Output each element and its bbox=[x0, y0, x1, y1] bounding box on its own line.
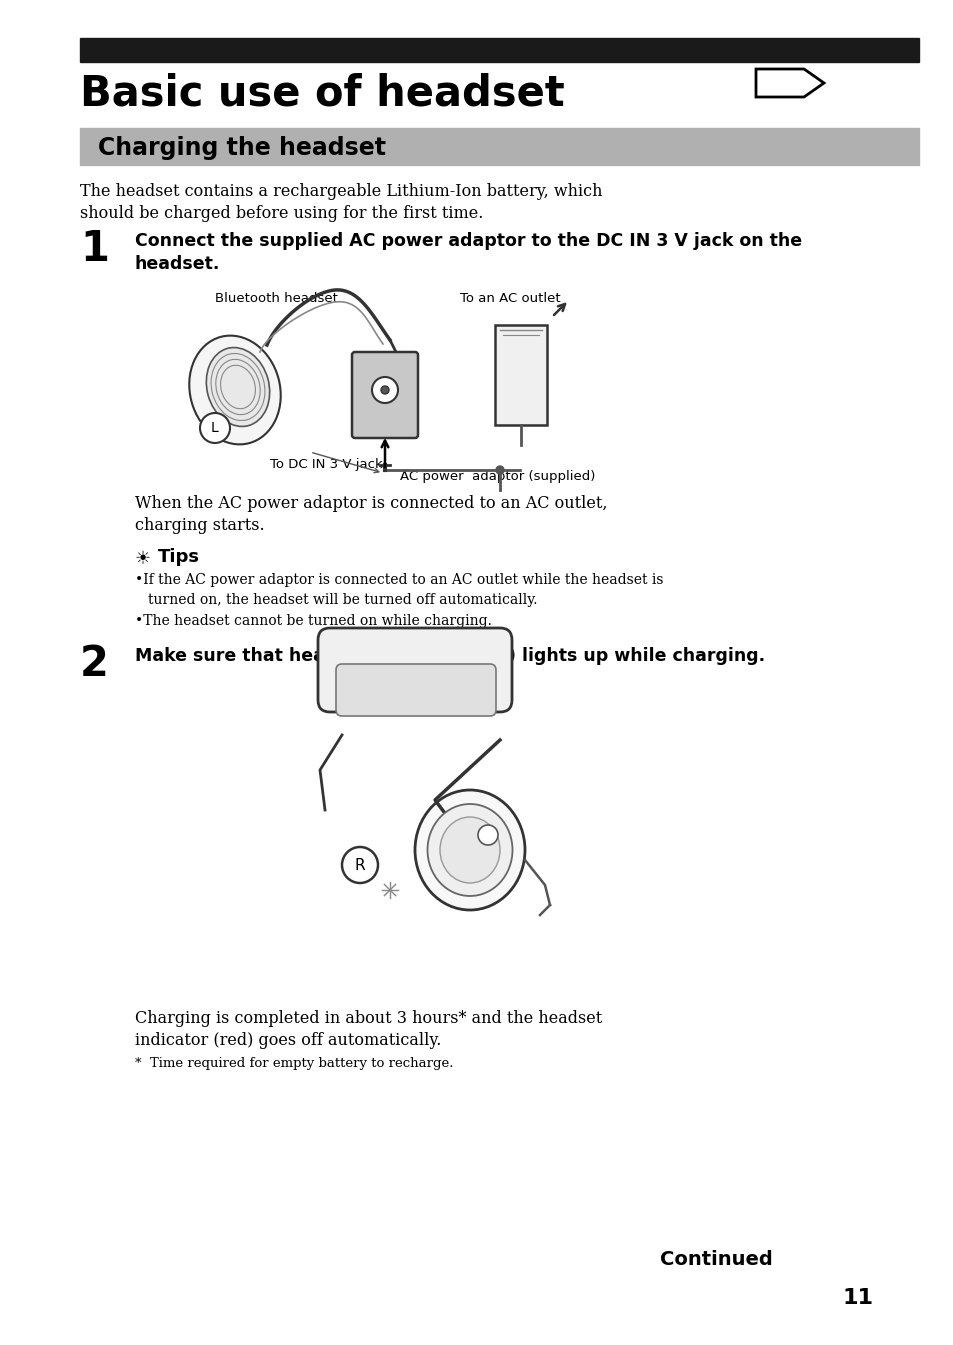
Text: R: R bbox=[355, 858, 365, 873]
Text: The headset contains a rechargeable Lithium-Ion battery, which: The headset contains a rechargeable Lith… bbox=[80, 183, 602, 200]
Circle shape bbox=[380, 386, 389, 394]
Text: 1: 1 bbox=[80, 229, 109, 270]
Text: •The headset cannot be turned on while charging.: •The headset cannot be turned on while c… bbox=[135, 615, 492, 628]
Ellipse shape bbox=[439, 816, 499, 884]
Bar bbox=[80, 38, 918, 62]
Text: Tips: Tips bbox=[158, 547, 200, 566]
FancyBboxPatch shape bbox=[317, 628, 512, 712]
Text: charging starts.: charging starts. bbox=[135, 516, 264, 534]
Text: headset.: headset. bbox=[135, 256, 220, 273]
Text: AC power  adaptor (supplied): AC power adaptor (supplied) bbox=[399, 469, 595, 483]
Bar bbox=[495, 325, 546, 425]
Circle shape bbox=[200, 413, 230, 443]
Ellipse shape bbox=[427, 804, 512, 896]
Text: Basic use of headset: Basic use of headset bbox=[80, 73, 564, 114]
Text: indicator (red) goes off automatically.: indicator (red) goes off automatically. bbox=[135, 1032, 441, 1049]
Text: Bluetooth headset: Bluetooth headset bbox=[214, 292, 337, 305]
FancyBboxPatch shape bbox=[352, 352, 417, 438]
Text: Connect the supplied AC power adaptor to the DC IN 3 V jack on the: Connect the supplied AC power adaptor to… bbox=[135, 231, 801, 250]
Bar bbox=[80, 128, 918, 165]
Text: 11: 11 bbox=[842, 1289, 873, 1307]
Text: Make sure that headset indicator (red) lights up while charging.: Make sure that headset indicator (red) l… bbox=[135, 647, 764, 664]
Text: *  Time required for empty battery to recharge.: * Time required for empty battery to rec… bbox=[135, 1057, 453, 1071]
Text: •If the AC power adaptor is connected to an AC outlet while the headset is: •If the AC power adaptor is connected to… bbox=[135, 573, 662, 586]
Text: When the AC power adaptor is connected to an AC outlet,: When the AC power adaptor is connected t… bbox=[135, 495, 607, 512]
Text: Charging the headset: Charging the headset bbox=[98, 136, 386, 160]
Ellipse shape bbox=[415, 790, 524, 911]
Ellipse shape bbox=[206, 347, 270, 426]
Text: L: L bbox=[211, 421, 218, 434]
Circle shape bbox=[477, 824, 497, 845]
Text: should be charged before using for the first time.: should be charged before using for the f… bbox=[80, 204, 483, 222]
Circle shape bbox=[341, 847, 377, 884]
Text: turned on, the headset will be turned off automatically.: turned on, the headset will be turned of… bbox=[148, 593, 537, 607]
Text: 2: 2 bbox=[80, 643, 109, 685]
FancyBboxPatch shape bbox=[335, 664, 496, 716]
Text: To DC IN 3 V jack: To DC IN 3 V jack bbox=[270, 459, 382, 471]
Text: To an AC outlet: To an AC outlet bbox=[459, 292, 560, 305]
Text: Charging is completed in about 3 hours* and the headset: Charging is completed in about 3 hours* … bbox=[135, 1010, 601, 1028]
Text: ☀: ☀ bbox=[135, 550, 151, 568]
Text: Continued: Continued bbox=[659, 1250, 772, 1268]
Circle shape bbox=[496, 465, 503, 473]
Circle shape bbox=[372, 377, 397, 404]
Ellipse shape bbox=[189, 336, 280, 444]
